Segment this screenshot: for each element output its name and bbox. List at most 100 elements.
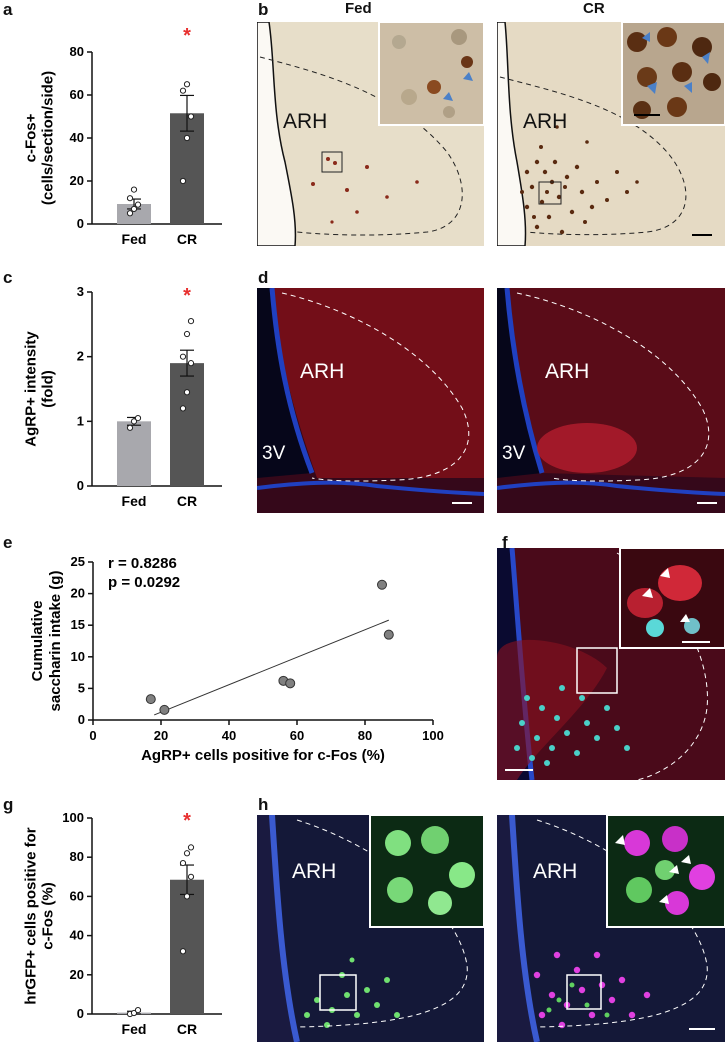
- arh-label-cr-h: ARH: [533, 860, 578, 883]
- data-point: [183, 850, 191, 857]
- y-axis-label: (fold): [40, 370, 57, 407]
- scatter-point: [159, 704, 170, 715]
- y-tick-label: 5: [78, 680, 85, 695]
- arh-label-fed-h: ARH: [292, 860, 337, 883]
- y-tick-label: 0: [78, 712, 85, 727]
- data-point: [183, 134, 191, 142]
- fed-brightfield-image: [257, 22, 484, 246]
- significance-star: *: [183, 285, 191, 307]
- y-tick-label: 1: [77, 413, 84, 428]
- data-point: [126, 210, 134, 217]
- y-axis-label: AgRP+ intensity: [23, 331, 40, 447]
- chart-a: 0 20 40 60 80 c-Fos+ (cells/section/side) Fed CR…: [0, 20, 250, 270]
- 3v-label-cr-d: 3V: [502, 443, 526, 464]
- agrp-cfos-overlay-image: [497, 548, 725, 780]
- significance-star: *: [183, 25, 191, 47]
- correlation-p: p = 0.0292: [108, 574, 180, 591]
- x-category-label: Fed: [122, 231, 147, 247]
- panel-label-e: e: [3, 533, 13, 552]
- y-tick-label: 40: [70, 928, 84, 943]
- y-axis-label: c-Fos (%): [40, 882, 57, 950]
- cr-brightfield-image: [497, 22, 725, 246]
- data-point: [183, 81, 191, 88]
- bar-cr: [170, 879, 204, 1014]
- y-tick-label: 60: [70, 87, 84, 102]
- data-point: [130, 418, 138, 425]
- data-point: [179, 948, 187, 955]
- panel-label-g: g: [3, 795, 14, 814]
- scatter-point: [145, 694, 156, 705]
- y-tick-label: 0: [77, 478, 84, 493]
- data-point: [134, 415, 142, 422]
- y-tick-label: 2: [77, 349, 84, 364]
- panel-label-d: d: [258, 268, 269, 287]
- y-tick-label: 40: [70, 130, 84, 145]
- x-tick-label: 100: [422, 728, 444, 743]
- y-axis-label: Cumulative: [29, 601, 46, 682]
- x-category-label: CR: [177, 231, 197, 247]
- bar-cr: [170, 113, 204, 224]
- y-tick-label: 20: [70, 173, 84, 188]
- y-tick-label: 0: [77, 216, 84, 231]
- y-tick-label: 100: [62, 810, 84, 825]
- y-tick-label: 3: [77, 284, 84, 299]
- data-point: [187, 113, 195, 120]
- x-category-label: CR: [177, 493, 197, 509]
- y-tick-label: 0: [77, 1006, 84, 1021]
- data-point: [187, 318, 195, 325]
- x-category-label: Fed: [122, 493, 147, 509]
- data-point: [187, 873, 195, 880]
- y-tick-label: 80: [70, 849, 84, 864]
- data-point: [134, 1006, 142, 1014]
- y-tick-label: 60: [70, 888, 84, 903]
- data-point: [187, 844, 195, 851]
- data-point: [134, 201, 142, 208]
- y-axis-label: (cells/section/side): [40, 71, 57, 205]
- y-tick-label: 25: [71, 554, 85, 569]
- bar-fed: [117, 421, 151, 486]
- x-tick-label: 20: [154, 728, 168, 743]
- data-point: [179, 177, 187, 185]
- x-axis-label: AgRP+ cells positive for c-Fos (%): [141, 747, 385, 764]
- arh-label-fed-d: ARH: [300, 360, 345, 383]
- chart-g: 0 20 40 60 80 100 hrGFP+ cells positive for c-F…: [0, 805, 250, 1048]
- y-tick-label: 20: [71, 586, 85, 601]
- fed-title: Fed: [345, 0, 372, 17]
- x-tick-label: 60: [290, 728, 304, 743]
- scatter-point: [383, 629, 394, 640]
- chart-c: 0 1 2 3 AgRP+ intensity (fold) Fed CR *: [0, 280, 250, 520]
- x-tick-label: 80: [358, 728, 372, 743]
- arh-label-cr-b: ARH: [523, 110, 568, 133]
- data-point: [179, 859, 187, 867]
- data-point: [130, 205, 138, 213]
- cr-agrp-fluorescence-image: [497, 288, 725, 513]
- data-point: [126, 424, 134, 431]
- panel-label-b: b: [258, 0, 269, 19]
- y-axis-label: saccharin intake (g): [47, 571, 64, 712]
- y-tick-label: 20: [70, 967, 84, 982]
- y-axis-label: hrGFP+ cells positive for: [23, 827, 40, 1004]
- scatter-point: [285, 678, 296, 689]
- x-tick-label: 0: [89, 728, 96, 743]
- y-tick-label: 80: [70, 44, 84, 59]
- data-point: [183, 389, 191, 396]
- significance-star: *: [183, 810, 191, 832]
- y-tick-label: 10: [71, 649, 85, 664]
- panel-label-a: a: [3, 0, 13, 19]
- scatter-point: [377, 579, 387, 590]
- regression-line: [154, 619, 389, 716]
- data-point: [130, 186, 138, 193]
- y-tick-label: 15: [71, 617, 85, 632]
- x-tick-label: 40: [222, 728, 236, 743]
- data-point: [179, 87, 187, 94]
- panel-label-f: f: [502, 533, 508, 552]
- data-point: [179, 405, 187, 412]
- x-category-label: CR: [177, 1021, 197, 1037]
- 3v-label-fed-d: 3V: [262, 443, 286, 464]
- data-point: [187, 360, 195, 367]
- arh-label-cr-d: ARH: [545, 360, 590, 383]
- data-point: [130, 1009, 138, 1017]
- data-point: [183, 893, 191, 900]
- data-point: [183, 330, 191, 338]
- chart-e: 0 5 10 15 20 25 0 20 40 60 80 100 AgRP+ cells positi…: [0, 540, 490, 795]
